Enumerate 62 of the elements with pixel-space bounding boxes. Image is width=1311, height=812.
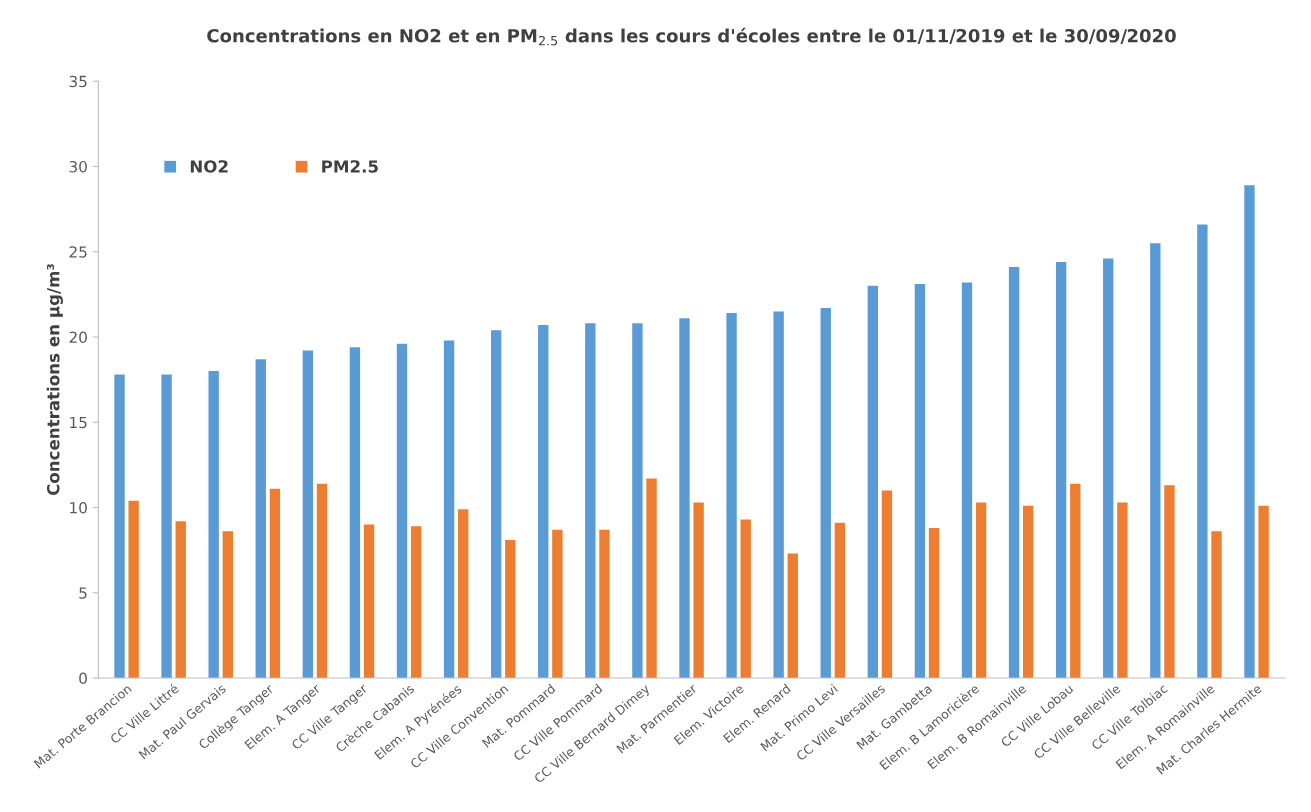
legend-label: PM2.5 <box>322 160 378 173</box>
bar <box>740 519 751 679</box>
bar <box>1244 185 1255 679</box>
bar <box>1023 505 1034 679</box>
y-tick-label: 15 <box>70 416 87 429</box>
bar <box>585 323 596 679</box>
chart-title: Concentrations en NO2 et en PM$_{2.5}$ dans les cours d'écoles entre le 01/11/2019 et le 30/09/2020 <box>207 27 1176 46</box>
bar <box>538 325 549 679</box>
bar <box>208 371 219 679</box>
bar <box>1103 258 1114 679</box>
y-tick-label: 25 <box>69 246 87 258</box>
bar <box>316 483 328 679</box>
bar <box>222 531 233 679</box>
bar <box>255 359 266 679</box>
bar <box>773 311 784 679</box>
bar <box>599 529 610 679</box>
bar <box>646 478 657 679</box>
bar <box>161 374 172 679</box>
bar <box>693 502 704 679</box>
bar <box>881 490 893 679</box>
bar <box>726 313 737 679</box>
y-tick-label: 20 <box>69 331 87 343</box>
bar <box>1008 267 1020 679</box>
bar <box>410 526 422 679</box>
bar <box>505 539 516 679</box>
bar <box>1070 483 1081 679</box>
bar <box>552 529 563 679</box>
legend-label: NO2 <box>190 160 228 173</box>
bar <box>975 502 987 679</box>
bar <box>679 318 690 679</box>
bar <box>1150 243 1161 679</box>
bar <box>349 347 361 679</box>
bar <box>363 524 375 679</box>
bar <box>128 500 139 679</box>
bar <box>1197 224 1208 679</box>
bar <box>1211 531 1222 679</box>
bar <box>490 330 502 679</box>
bar <box>269 488 281 679</box>
y-tick-label: 10 <box>70 501 87 514</box>
bar <box>632 323 643 679</box>
y-tick-label: 35 <box>69 75 87 88</box>
y-axis-title: Concentrations en µg/m³ <box>46 264 63 496</box>
bar <box>1164 485 1175 679</box>
bar <box>1055 261 1067 679</box>
y-tick-label: 0 <box>79 672 87 685</box>
bar <box>1117 502 1128 679</box>
bar <box>396 343 408 679</box>
bar <box>961 282 973 679</box>
bar <box>928 527 940 679</box>
bar <box>458 509 469 679</box>
bar <box>820 307 831 679</box>
bar <box>914 284 926 679</box>
bar <box>175 521 186 679</box>
bar <box>787 553 798 679</box>
y-tick-label: 30 <box>69 160 87 173</box>
bar <box>302 350 314 679</box>
bar <box>867 285 878 679</box>
y-tick-label: 5 <box>79 587 87 599</box>
bar <box>443 340 455 679</box>
bar <box>1258 505 1269 679</box>
bar <box>114 374 125 679</box>
bar <box>834 522 846 679</box>
